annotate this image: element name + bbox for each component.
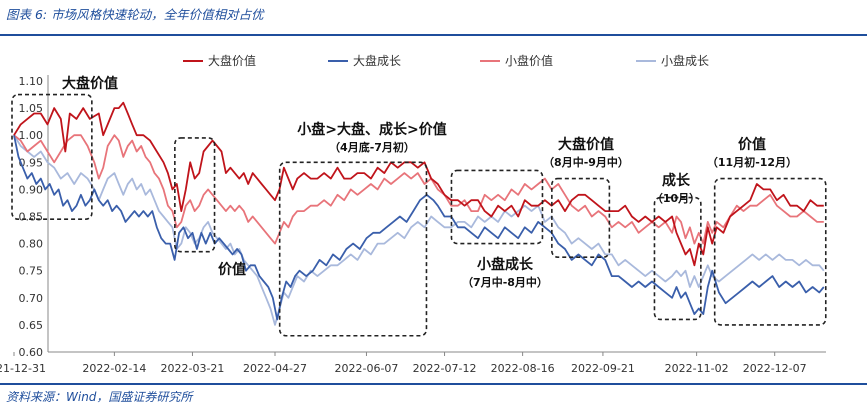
annotation-box xyxy=(174,137,216,253)
y-tick-label: 1.05 xyxy=(19,102,44,115)
annotation-box xyxy=(450,169,544,245)
series-line-3 xyxy=(13,134,824,245)
y-tick-label: 1.10 xyxy=(19,75,44,88)
x-tick-label: 2022-04-27 xyxy=(243,362,307,375)
y-tick-label: 0.80 xyxy=(19,238,44,251)
annotation-box xyxy=(713,177,827,326)
series-line-2 xyxy=(13,135,825,321)
y-tick-label: 1.00 xyxy=(19,129,44,142)
annotation-title: 价值 xyxy=(738,136,766,153)
annotation-box xyxy=(278,161,428,337)
series-line-4 xyxy=(13,134,825,326)
y-tick-label: 0.85 xyxy=(19,211,44,224)
annotation-title: 成长 xyxy=(662,172,691,189)
series-layer xyxy=(13,101,825,326)
x-tick-label: 2022-02-14 xyxy=(82,362,146,375)
x-tick-label: 2022-03-21 xyxy=(160,362,224,375)
title-rule xyxy=(0,34,867,36)
annotation-box xyxy=(551,177,611,258)
legend-label: 大盘成长 xyxy=(353,53,401,68)
annotation-subtitle: （8月中-9月中） xyxy=(543,155,629,169)
x-tick-label: 2022-06-07 xyxy=(334,362,398,375)
legend-label: 小盘成长 xyxy=(661,53,709,68)
legend-label: 小盘价值 xyxy=(505,53,553,68)
annotation-subtitle: （7月中-8月中） xyxy=(462,275,548,289)
x-tick-label: 2021-12-31 xyxy=(0,362,46,375)
y-tick-label: 0.65 xyxy=(19,319,44,332)
x-tick-label: 2022-12-07 xyxy=(743,362,807,375)
annotation-title: 大盘价值 xyxy=(62,75,118,92)
y-tick-label: 0.60 xyxy=(19,346,44,359)
x-tick-label: 2022-11-02 xyxy=(665,362,729,375)
series-line-1 xyxy=(13,101,824,267)
y-tick-label: 0.90 xyxy=(19,183,44,196)
y-tick-label: 0.70 xyxy=(19,292,44,305)
legend-label: 大盘价值 xyxy=(208,53,256,68)
annotation-box xyxy=(11,93,93,221)
annotation-title: 小盘>大盘、成长>价值 xyxy=(297,121,446,138)
annotation-subtitle: （10月） xyxy=(652,192,700,205)
chart-axes: 0.60 0.65 0.70 0.75 0.80 0.85 0.90 0.95 1.00 1.05… xyxy=(0,75,826,375)
chart-legend: 大盘价值 大盘成长 小盘价值 小盘成长 xyxy=(183,53,709,68)
annotation-title: 价值 xyxy=(218,261,246,278)
annotation-title: 小盘成长 xyxy=(477,256,534,273)
annotation-subtitle: （4月底-7月初） xyxy=(329,140,415,154)
source-rule xyxy=(0,383,867,385)
annotation-layer: 大盘价值价值小盘>大盘、成长>价值（4月底-7月初）小盘成长（7月中-8月中）大… xyxy=(11,75,827,337)
annotation-subtitle: （11月初-12月） xyxy=(707,155,797,169)
x-tick-label: 2022-08-16 xyxy=(491,362,555,375)
annotation-box xyxy=(653,196,702,321)
source-note: 资料来源：Wind，国盛证券研究所 xyxy=(6,390,193,404)
figure-title: 图表 6: 市场风格快速轮动，全年价值相对占优 xyxy=(6,7,264,22)
y-tick-label: 0.75 xyxy=(19,265,44,278)
y-tick-label: 0.95 xyxy=(19,156,44,169)
x-tick-label: 2022-09-21 xyxy=(571,362,635,375)
annotation-title: 大盘价值 xyxy=(558,136,614,153)
x-tick-label: 2022-07-12 xyxy=(413,362,477,375)
